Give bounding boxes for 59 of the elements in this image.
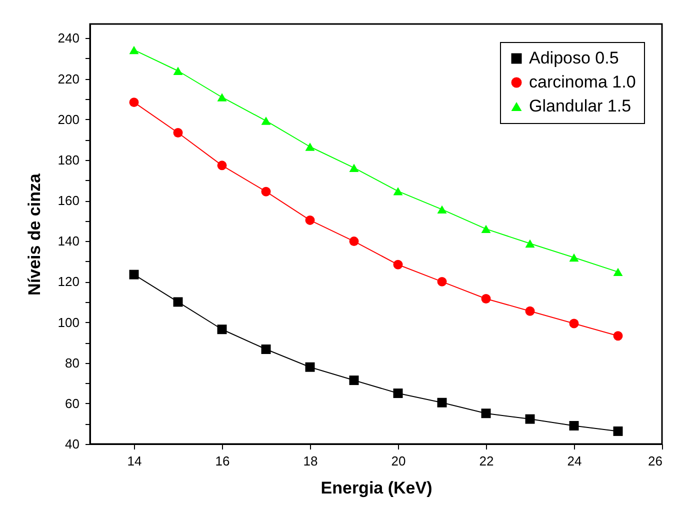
y-tick-label: 40 (65, 436, 80, 452)
point (261, 116, 271, 125)
y-tick-label: 60 (65, 396, 80, 411)
x-axis-title: Energia (KeV) (320, 478, 432, 498)
point (173, 297, 183, 307)
point (569, 420, 579, 430)
point (437, 398, 447, 408)
legend-label: Adiposo 0.5 (529, 48, 619, 68)
point (173, 66, 183, 75)
point (305, 215, 315, 225)
legend-label: Glandular 1.5 (529, 96, 632, 116)
point (217, 93, 227, 102)
point (393, 260, 403, 270)
point (613, 331, 623, 341)
legend-label: carcinoma 1.0 (529, 72, 636, 92)
point (349, 376, 359, 386)
y-tick-label: 100 (58, 314, 80, 330)
y-tick-label: 180 (58, 152, 80, 168)
y-tick-label: 120 (58, 274, 80, 290)
point (129, 270, 139, 280)
point (437, 276, 447, 286)
point (261, 186, 271, 196)
point (129, 98, 139, 108)
point (525, 306, 535, 316)
point (349, 164, 359, 172)
point (393, 388, 403, 398)
point (261, 344, 271, 354)
point (613, 426, 623, 436)
y-axis-title: Níveis de cinza (24, 173, 44, 296)
x-tick-label: 18 (303, 454, 318, 468)
y-tick-label: 220 (58, 71, 80, 86)
y-tick-label: 140 (58, 234, 80, 249)
point (569, 318, 579, 328)
point (481, 408, 491, 418)
y-tick-label: 240 (58, 30, 80, 46)
y-tick-label: 80 (65, 355, 80, 370)
point (481, 294, 491, 304)
point (217, 160, 227, 170)
point (173, 128, 183, 138)
point (569, 253, 579, 262)
point (217, 324, 227, 334)
point (437, 205, 447, 214)
x-tick-label: 20 (391, 454, 406, 468)
point (525, 239, 535, 248)
x-tick-label: 16 (215, 454, 230, 468)
point (305, 362, 315, 372)
x-tick-label: 26 (648, 454, 662, 468)
point (525, 414, 535, 424)
x-tick-label: 24 (567, 454, 582, 468)
x-tick-label: 22 (479, 454, 494, 468)
point (129, 46, 139, 54)
point (349, 236, 359, 246)
y-tick-label: 200 (58, 112, 80, 127)
point (305, 142, 315, 151)
x-tick-label: 14 (127, 454, 142, 468)
y-tick-label: 160 (58, 193, 80, 208)
point (613, 268, 623, 276)
point (393, 187, 403, 196)
point (481, 224, 491, 234)
